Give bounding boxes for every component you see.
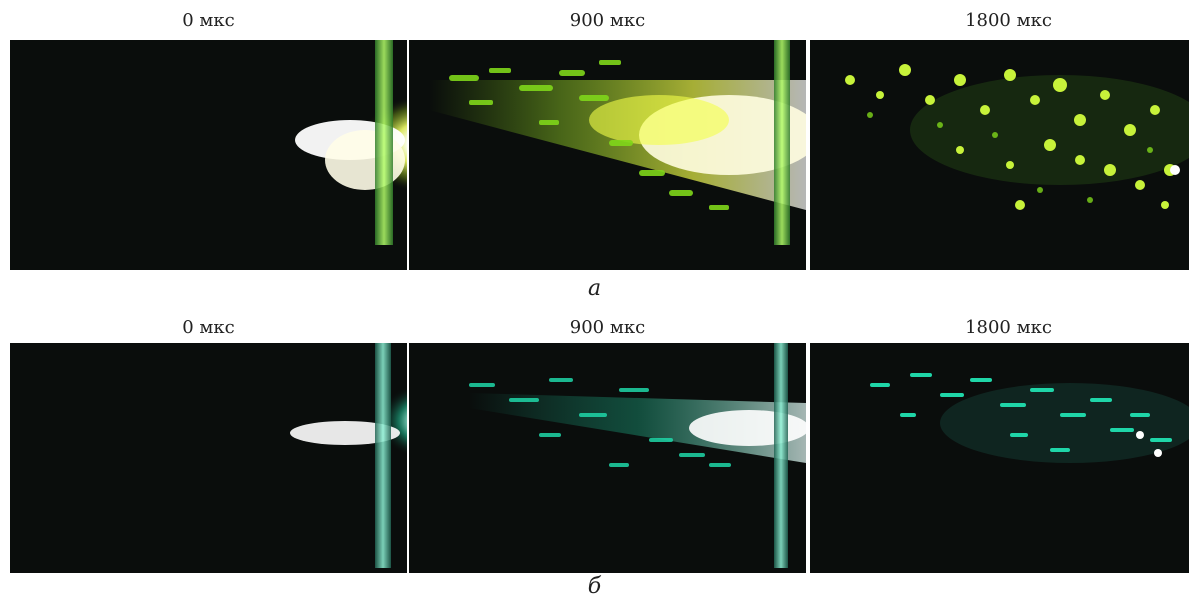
time-label-b-1: 900 мкс [569,317,646,338]
frame-b-900us-image [409,343,806,573]
frame-a-900us-image [409,40,806,270]
caption-a: а [587,276,602,301]
time-label-a-1: 900 мкс [569,10,646,31]
frame-b-900us [409,343,806,573]
frame-a-0us-image [10,40,407,270]
caption-b: б [587,574,602,599]
time-label-a-2: 1800 мкс [965,10,1052,31]
frame-b-1800us [810,343,1189,573]
frame-b-0us [10,343,407,573]
frame-b-0us-image [10,343,407,573]
time-label-a-0: 0 мкс [182,10,235,31]
frame-b-1800us-image [810,343,1189,573]
frame-a-1800us-image [810,40,1189,270]
time-label-b-2: 1800 мкс [965,317,1052,338]
frame-a-1800us [810,40,1189,270]
frame-a-900us [409,40,806,270]
frame-a-0us [10,40,407,270]
time-label-b-0: 0 мкс [182,317,235,338]
